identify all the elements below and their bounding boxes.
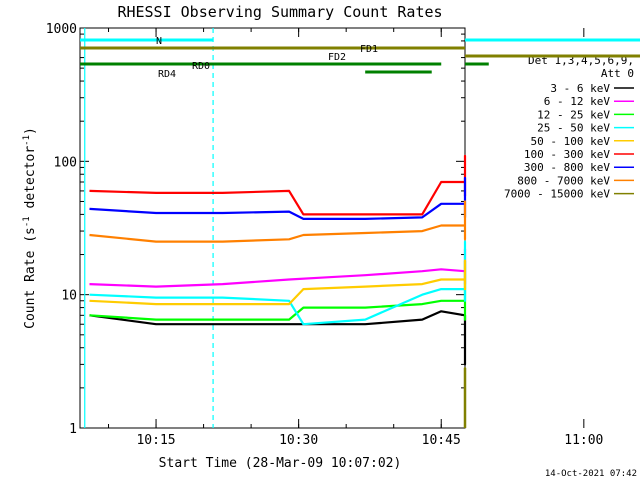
flag-label-fd1: FD1 — [360, 44, 378, 55]
flag-label-rd4: RD4 — [158, 69, 176, 80]
series-line — [89, 154, 467, 216]
flag-label-fd2: FD2 — [328, 52, 346, 63]
legend-label: 50 - 100 keV — [531, 135, 611, 148]
flag-label-rd0: RD0 — [192, 61, 210, 72]
y-tick-label: 1 — [69, 422, 77, 437]
legend-label: 25 - 50 keV — [537, 122, 610, 135]
series-line — [89, 176, 467, 220]
legend-label: 100 - 300 keV — [524, 148, 610, 161]
legend-header-2: Att 0 — [601, 67, 634, 80]
legend-label: 300 - 800 keV — [524, 161, 610, 174]
y-tick-label: 100 — [54, 155, 77, 170]
chart-title: RHESSI Observing Summary Count Rates — [117, 3, 442, 21]
legend-label: 800 - 7000 keV — [517, 174, 610, 187]
x-axis-label: Start Time (28-Mar-09 10:07:02) — [159, 456, 402, 471]
series-line — [89, 247, 467, 288]
timestamp: 14-Oct-2021 07:42 — [545, 469, 637, 479]
flag-label-n: N — [156, 36, 162, 47]
x-tick-label: 11:00 — [564, 433, 603, 448]
legend-label: 12 - 25 keV — [537, 108, 610, 121]
series-line — [89, 259, 467, 321]
series-line — [89, 259, 467, 306]
series-line — [89, 200, 467, 243]
legend-label: 7000 - 15000 keV — [504, 188, 610, 201]
x-tick-label: 10:15 — [136, 433, 175, 448]
x-tick-label: 10:45 — [422, 433, 461, 448]
legend-label: 3 - 6 keV — [550, 82, 610, 95]
y-tick-label: 1000 — [46, 22, 77, 37]
y-tick-label: 10 — [61, 289, 77, 304]
legend-label: 6 - 12 keV — [544, 95, 611, 108]
series-line — [89, 240, 467, 326]
x-tick-label: 10:30 — [279, 433, 318, 448]
y-axis-label: Count Rate (s-1 detector-1) — [22, 127, 38, 329]
plot-frame — [79, 27, 466, 429]
